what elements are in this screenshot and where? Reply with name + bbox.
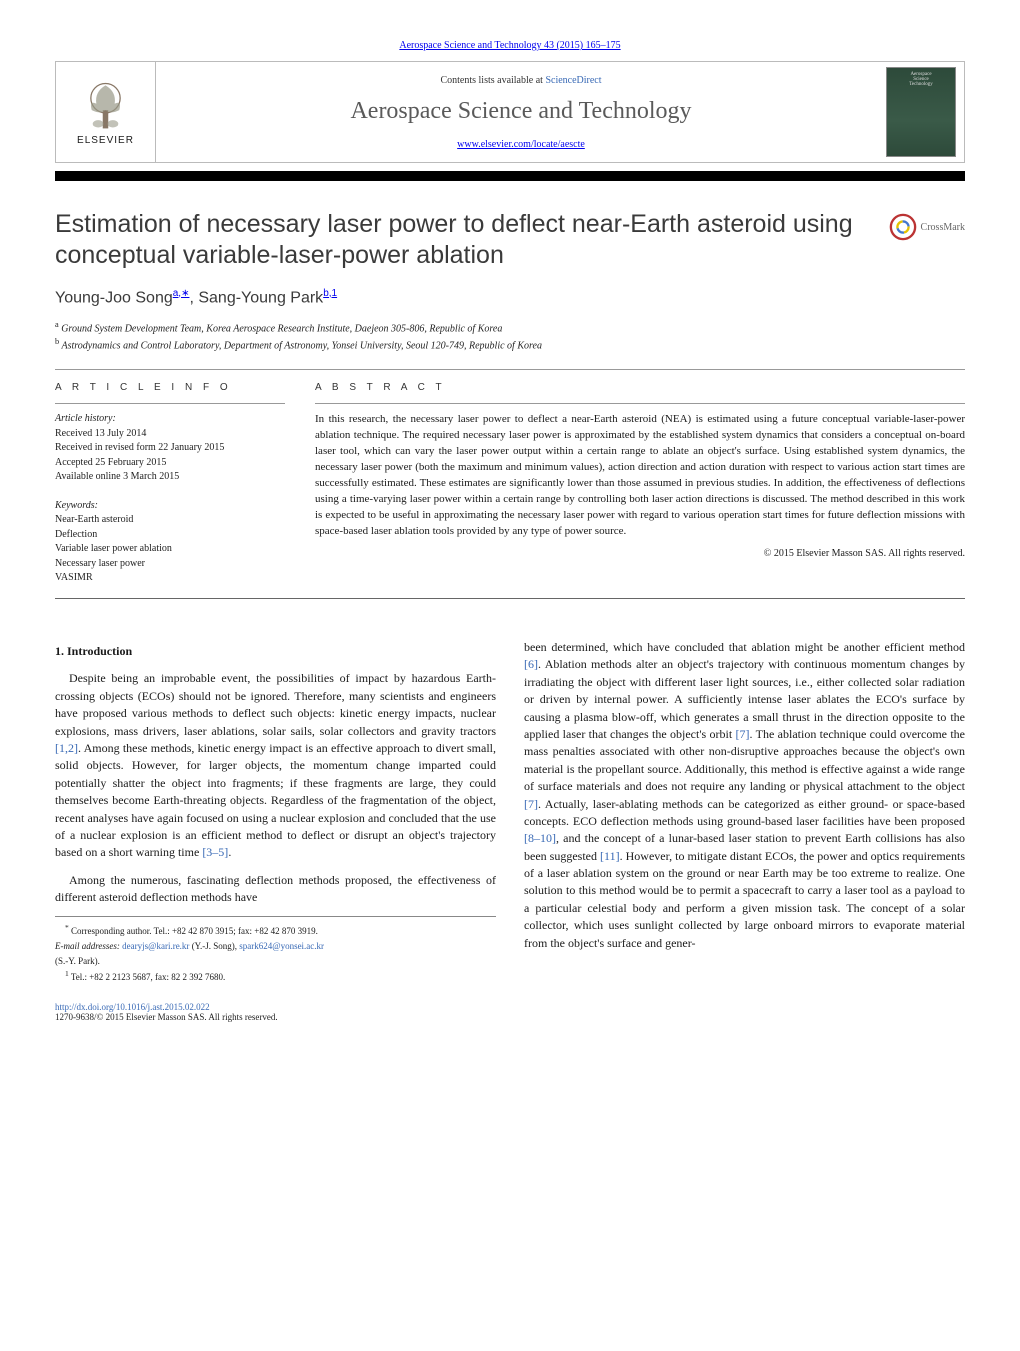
ref-3-5[interactable]: [3–5] — [202, 845, 228, 859]
article-info-label: A R T I C L E I N F O — [55, 382, 285, 393]
cover-line-3: Technology — [889, 82, 953, 87]
ref-7b[interactable]: [7] — [524, 797, 538, 811]
ref-8-10[interactable]: [8–10] — [524, 831, 556, 845]
contents-line: Contents lists available at ScienceDirec… — [166, 75, 876, 86]
journal-cover-thumb: Aerospace Science Technology — [886, 67, 956, 157]
author-2: , Sang-Young Park — [189, 289, 323, 306]
affiliation-a: a Ground System Development Team, Korea … — [55, 319, 965, 336]
doi-link[interactable]: http://dx.doi.org/10.1016/j.ast.2015.02.… — [55, 1002, 210, 1012]
author-1-sup: a,∗ — [173, 288, 190, 299]
author-1-affil-link[interactable]: a,∗ — [173, 288, 190, 299]
journal-name: Aerospace Science and Technology — [166, 98, 876, 125]
affil-a-sup: a — [55, 320, 59, 329]
body-divider — [55, 598, 965, 599]
intro-p2: Among the numerous, fascinating deflecti… — [55, 872, 496, 907]
footnote-email2-who: (S.-Y. Park). — [55, 955, 496, 968]
abstract-copyright: © 2015 Elsevier Masson SAS. All rights r… — [315, 548, 965, 559]
author-1: Young-Joo Song — [55, 289, 173, 306]
abstract-text: In this research, the necessary laser po… — [315, 412, 965, 540]
article-title: Estimation of necessary laser power to d… — [55, 209, 871, 272]
intro-p3-a: been determined, which have concluded th… — [524, 640, 965, 654]
introduction-heading: 1. Introduction — [55, 643, 496, 660]
title-row: Estimation of necessary laser power to d… — [55, 209, 965, 272]
keywords-header: Keywords: — [55, 499, 285, 514]
header-divider — [55, 171, 965, 181]
info-divider-top — [55, 369, 965, 370]
footnote-1-text: Tel.: +82 2 2123 5687, fax: 82 2 392 768… — [71, 972, 225, 982]
affiliation-b: b Astrodynamics and Control Laboratory, … — [55, 336, 965, 353]
intro-p2-a: Among the numerous, fascinating deflecti… — [55, 873, 496, 904]
abstract-column: A B S T R A C T In this research, the ne… — [315, 382, 965, 586]
keyword-1: Near-Earth asteroid — [55, 513, 285, 528]
ref-6[interactable]: [6] — [524, 657, 538, 671]
intro-p3-f: . However, to mitigate distant ECOs, the… — [524, 849, 965, 950]
footnote-corr: * Corresponding author. Tel.: +82 42 870… — [55, 923, 496, 938]
keyword-5: VASIMR — [55, 571, 285, 586]
footnote-1: 1 Tel.: +82 2 2123 5687, fax: 82 2 392 7… — [55, 969, 496, 984]
crossmark-label: CrossMark — [921, 222, 965, 233]
intro-p1-b: . Among these methods, kinetic energy im… — [55, 741, 496, 859]
contents-text: Contents lists available at — [440, 75, 545, 86]
footnote-emails: E-mail addresses: dearyjs@kari.re.kr (Y.… — [55, 940, 496, 953]
info-abstract-row: A R T I C L E I N F O Article history: R… — [55, 382, 965, 586]
keywords-block: Keywords: Near-Earth asteroid Deflection… — [55, 499, 285, 586]
abstract-label: A B S T R A C T — [315, 382, 965, 393]
publisher-name: ELSEVIER — [77, 135, 134, 146]
elsevier-tree-icon — [78, 78, 133, 133]
email-1-who: (Y.-J. Song), — [189, 941, 239, 951]
affil-b-sup: b — [55, 337, 59, 346]
footnotes: * Corresponding author. Tel.: +82 42 870… — [55, 916, 496, 983]
history-3: Accepted 25 February 2015 — [55, 456, 285, 471]
article-info-column: A R T I C L E I N F O Article history: R… — [55, 382, 285, 586]
body-text: 1. Introduction Despite being an improba… — [55, 639, 965, 984]
intro-p1-c: . — [228, 845, 231, 859]
intro-p1-a: Despite being an improbable event, the p… — [55, 671, 496, 737]
affil-b-text: Astrodynamics and Control Laboratory, De… — [62, 340, 542, 351]
top-citation-link[interactable]: Aerospace Science and Technology 43 (201… — [399, 40, 620, 51]
issn-line: 1270-9638/© 2015 Elsevier Masson SAS. Al… — [55, 1012, 965, 1022]
journal-url-link[interactable]: www.elsevier.com/locate/aescte — [457, 139, 585, 150]
page-root: Aerospace Science and Technology 43 (201… — [0, 0, 1020, 1062]
keyword-2: Deflection — [55, 528, 285, 543]
page-footer: http://dx.doi.org/10.1016/j.ast.2015.02.… — [55, 1002, 965, 1022]
journal-header: ELSEVIER Contents lists available at Sci… — [55, 61, 965, 163]
top-citation: Aerospace Science and Technology 43 (201… — [55, 40, 965, 51]
history-4: Available online 3 March 2015 — [55, 470, 285, 485]
article-history: Article history: Received 13 July 2014 R… — [55, 412, 285, 485]
ref-7a[interactable]: [7] — [736, 727, 750, 741]
intro-p1: Despite being an improbable event, the p… — [55, 670, 496, 861]
ref-11[interactable]: [11] — [600, 849, 620, 863]
intro-p3: been determined, which have concluded th… — [524, 639, 965, 952]
abstract-divider — [315, 403, 965, 404]
affil-a-text: Ground System Development Team, Korea Ae… — [61, 323, 502, 334]
crossmark-icon — [889, 213, 917, 241]
keyword-4: Necessary laser power — [55, 557, 285, 572]
affiliations: a Ground System Development Team, Korea … — [55, 319, 965, 354]
sciencedirect-link[interactable]: ScienceDirect — [545, 75, 601, 86]
header-center: Contents lists available at ScienceDirec… — [156, 65, 886, 160]
info-divider — [55, 403, 285, 404]
author-2-affil-link[interactable]: b,1 — [323, 288, 337, 299]
authors: Young-Joo Songa,∗, Sang-Young Parkb,1 — [55, 288, 965, 307]
author-2-sup: b,1 — [323, 288, 337, 299]
crossmark-badge[interactable]: CrossMark — [889, 213, 965, 241]
email-2-link[interactable]: spark624@yonsei.ac.kr — [239, 941, 324, 951]
email-1-link[interactable]: dearyjs@kari.re.kr — [122, 941, 189, 951]
email-label: E-mail addresses: — [55, 941, 122, 951]
history-header: Article history: — [55, 412, 285, 427]
footnote-corr-text: Corresponding author. Tel.: +82 42 870 3… — [71, 926, 318, 936]
history-2: Received in revised form 22 January 2015 — [55, 441, 285, 456]
history-1: Received 13 July 2014 — [55, 427, 285, 442]
ref-1-2[interactable]: [1,2] — [55, 741, 78, 755]
intro-p3-d: . Actually, laser-ablating methods can b… — [524, 797, 965, 828]
keyword-3: Variable laser power ablation — [55, 542, 285, 557]
publisher-logo: ELSEVIER — [56, 62, 156, 162]
